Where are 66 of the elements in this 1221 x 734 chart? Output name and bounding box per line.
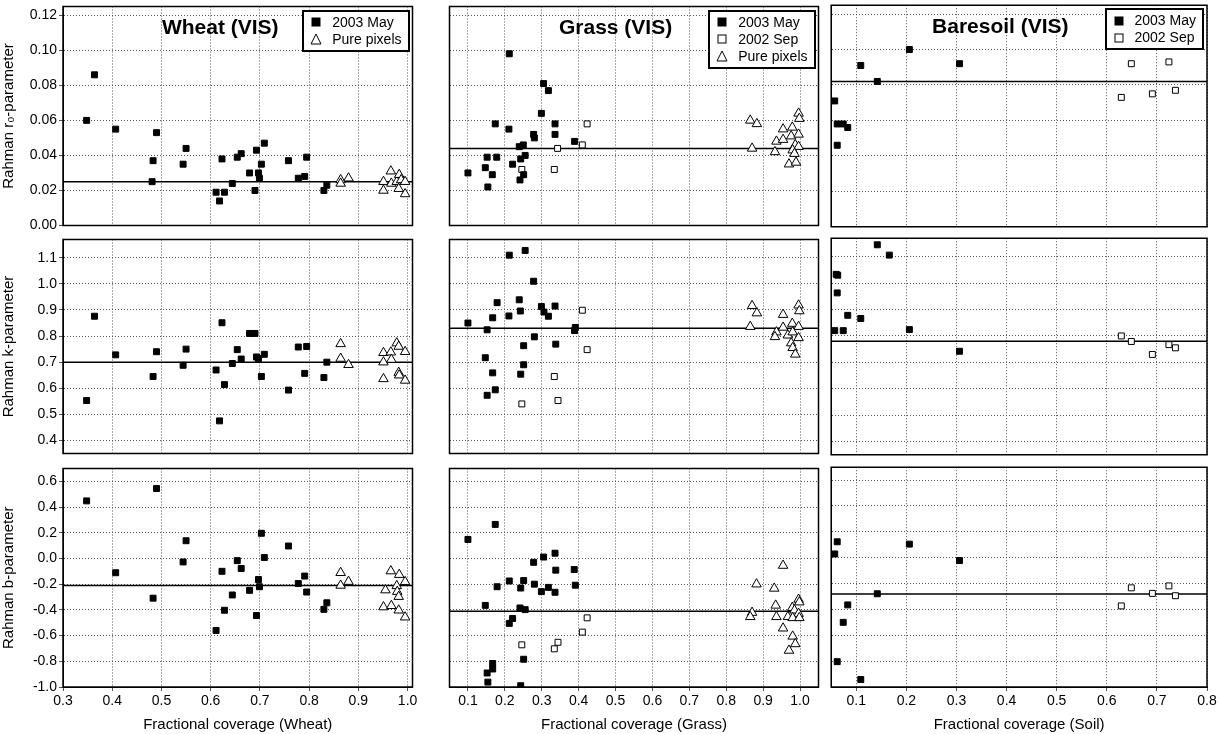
x-tick-label: 0.2 <box>896 692 917 709</box>
y-tick-label: 0.7 <box>37 353 58 370</box>
x-tick-label: 0.6 <box>200 692 221 709</box>
x-tick-label: 0.8 <box>1197 692 1217 709</box>
y-tick-label: 0.6 <box>37 472 58 489</box>
x-tick-label: 0.4 <box>996 692 1017 709</box>
y-tick-label: 0.00 <box>29 216 58 233</box>
y-tick-label: -0.4 <box>32 600 58 617</box>
x-tick-label: 0.2 <box>495 692 515 709</box>
x-tick-label: 0.3 <box>946 692 967 709</box>
chart-title: Grass (VIS) <box>558 15 673 39</box>
y-tick-label: 0.10 <box>29 41 58 58</box>
x-tick-label: 0.4 <box>102 692 123 709</box>
legend-label: 2002 Sep <box>1134 29 1195 47</box>
y-axis-title: Rahman r₀-parameter <box>0 43 17 189</box>
chart-title: Wheat (VIS) <box>161 15 279 39</box>
x-tick-label: 0.3 <box>532 692 552 709</box>
y-tick-label: 0.08 <box>29 76 58 93</box>
y-tick-label: -1.0 <box>32 677 58 694</box>
x-axis-title: Fractional coverage (Soil) <box>933 715 1105 733</box>
x-tick-label: 0.7 <box>1147 692 1167 709</box>
y-tick-label: 0.6 <box>37 379 58 396</box>
legend-label: 2002 Sep <box>738 30 799 48</box>
x-axis-title: Fractional coverage (Grass) <box>541 715 727 733</box>
y-tick-label: 0.8 <box>37 326 58 343</box>
y-tick-label: 1.0 <box>37 274 58 291</box>
legend-label: 2003 May <box>738 13 800 31</box>
legend-label: Pure pixels <box>738 47 808 65</box>
y-tick-label: 0.02 <box>29 181 58 198</box>
x-tick-label: 0.7 <box>679 692 700 709</box>
x-tick-label: 0.1 <box>458 692 478 709</box>
x-tick-label: 1.0 <box>397 692 418 709</box>
y-tick-label: 0.04 <box>29 146 58 163</box>
x-tick-label: 0.3 <box>53 692 73 709</box>
x-tick-label: 0.4 <box>568 692 589 709</box>
x-axis-title: Fractional coverage (Wheat) <box>143 715 333 733</box>
x-tick-label: 0.5 <box>1046 692 1067 709</box>
y-tick-label: -0.6 <box>32 626 58 643</box>
legend-label: 2003 May <box>1134 12 1196 30</box>
y-tick-label: 0.5 <box>37 405 58 422</box>
y-tick-label: 0.12 <box>29 6 58 23</box>
chart-title: Baresoil (VIS) <box>932 14 1069 37</box>
y-tick-label: 0.9 <box>37 300 58 317</box>
x-tick-label: 0.5 <box>151 692 172 709</box>
x-tick-label: 0.9 <box>348 692 369 709</box>
x-tick-label: 0.1 <box>846 692 867 709</box>
y-axis-title: Rahman b-parameter <box>0 506 17 650</box>
y-tick-label: 0.4 <box>37 497 58 514</box>
y-axis-title: Rahman k-parameter <box>0 275 17 418</box>
x-tick-label: 0.8 <box>716 692 737 709</box>
y-tick-label: 0.06 <box>29 111 58 128</box>
y-tick-label: -0.2 <box>32 575 58 592</box>
y-tick-label: 1.1 <box>37 248 58 265</box>
legend-label: 2003 May <box>332 13 394 31</box>
legend-label: Pure pixels <box>332 30 402 48</box>
x-tick-label: 0.6 <box>642 692 663 709</box>
x-tick-label: 0.7 <box>250 692 270 709</box>
x-tick-label: 1.0 <box>790 692 810 709</box>
x-tick-label: 0.9 <box>753 692 774 709</box>
y-tick-label: 0.4 <box>37 431 58 448</box>
y-tick-label: -0.8 <box>32 652 58 669</box>
x-tick-label: 0.5 <box>605 692 626 709</box>
x-tick-label: 0.8 <box>299 692 320 709</box>
y-tick-label: 0.2 <box>37 523 58 540</box>
x-tick-label: 0.6 <box>1097 692 1117 709</box>
y-tick-label: 0.0 <box>37 549 58 566</box>
